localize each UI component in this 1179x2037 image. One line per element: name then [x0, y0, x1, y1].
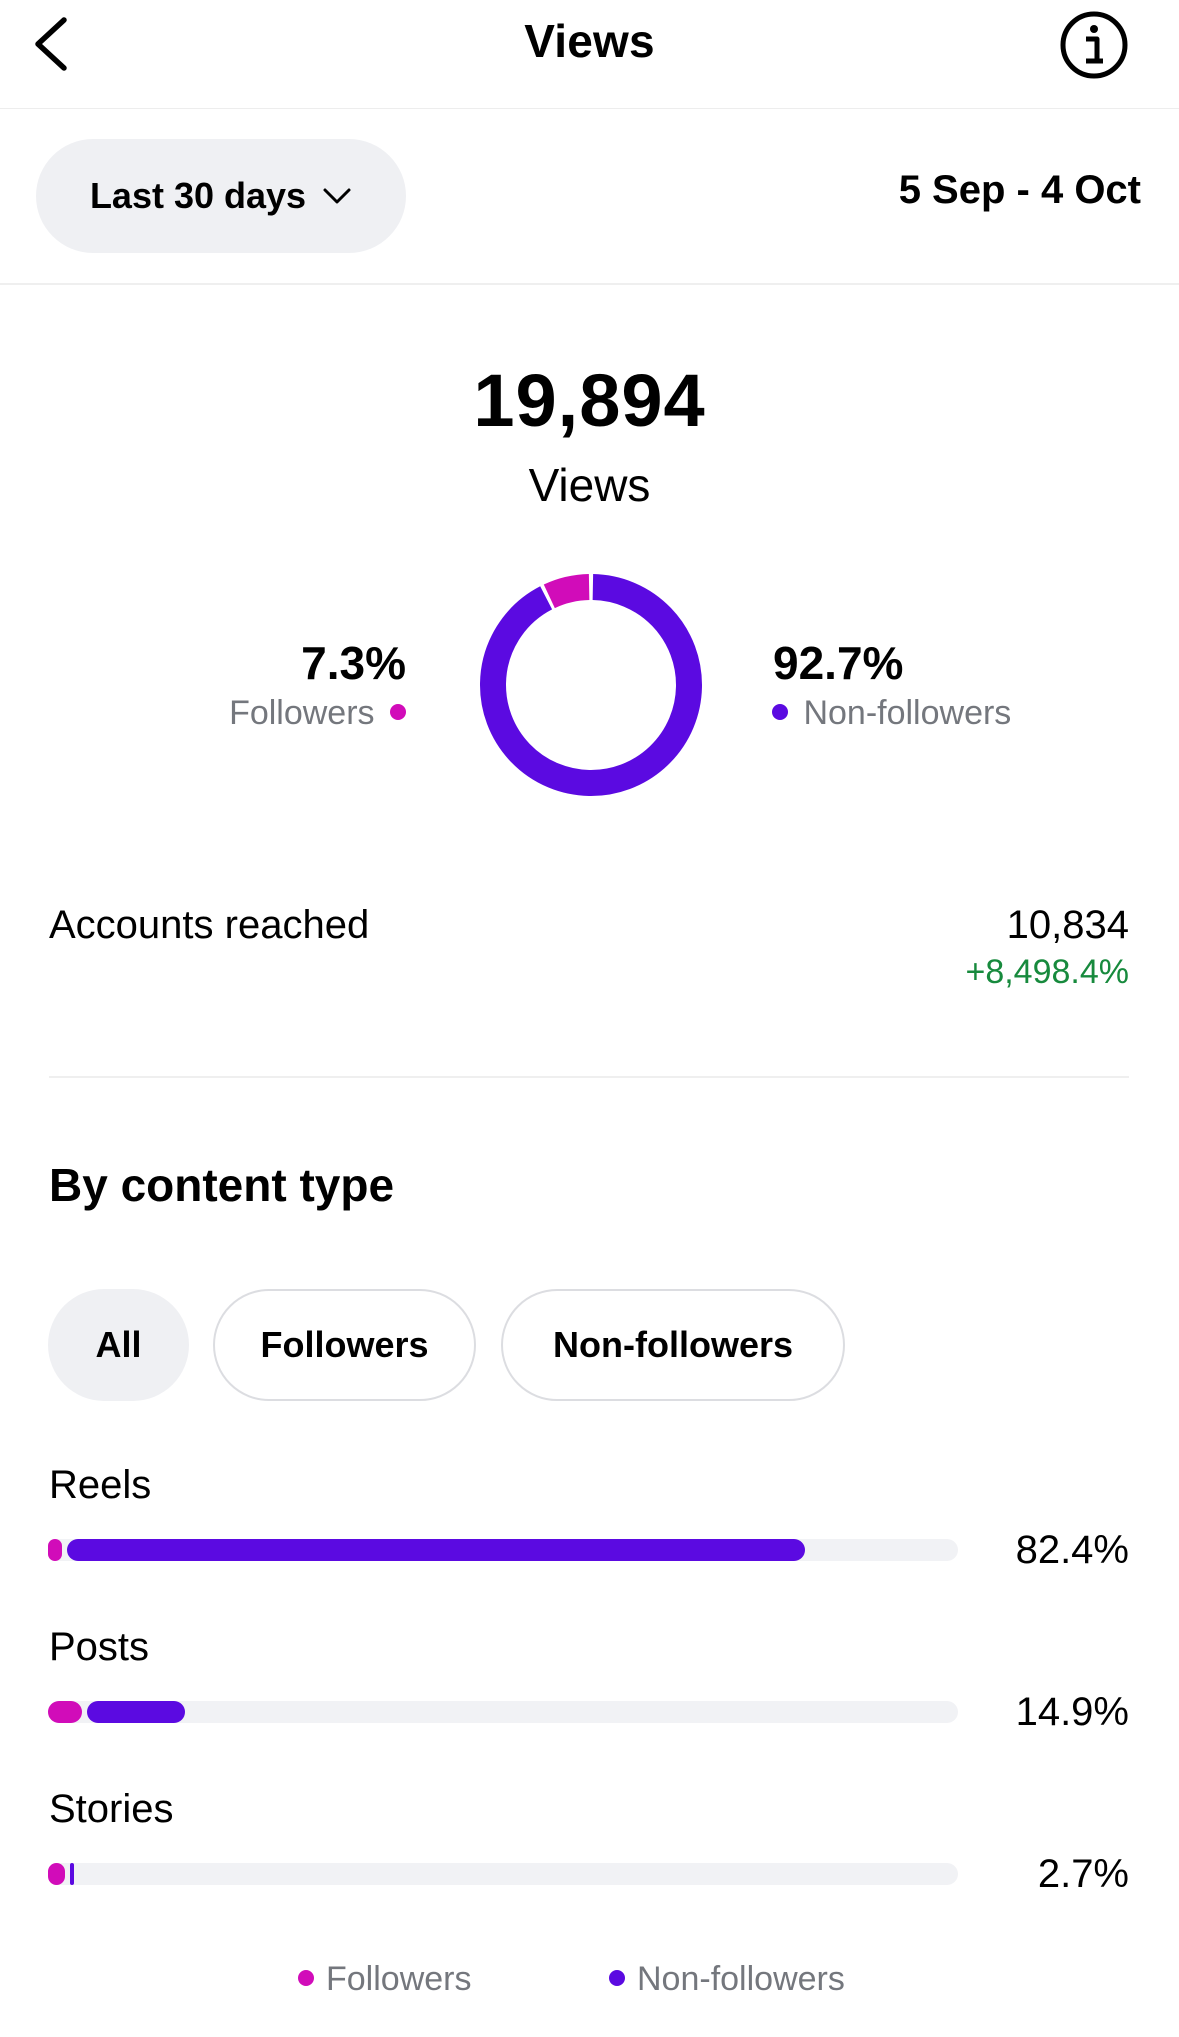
content-row-percent: 2.7%: [1037, 1852, 1129, 1896]
legend-followers: Followers: [298, 1960, 471, 1999]
legend-followers-label: Followers: [326, 1960, 472, 1998]
followers-legend-label: Followers: [229, 694, 375, 732]
followers-dot: [298, 1970, 314, 1987]
info-icon: [1060, 11, 1128, 79]
nonfollowers-legend: Non-followers: [772, 694, 1011, 733]
header: [0, 0, 1179, 109]
content-row-label: Reels: [49, 1463, 152, 1507]
filter-chip-nonfollowers[interactable]: Non-followers: [501, 1289, 845, 1401]
chevron-down-icon: [323, 188, 351, 204]
accounts-reached-label: Accounts reached: [49, 903, 370, 947]
filter-chip-followers[interactable]: Followers: [213, 1289, 476, 1401]
views-donut-chart: [480, 574, 702, 796]
followers-percent: 7.3%: [301, 637, 406, 689]
chevron-left-icon: [35, 17, 67, 71]
bar-segment-followers: [48, 1701, 82, 1723]
page-title: Views: [524, 15, 655, 67]
accounts-reached-value: 10,834: [1006, 903, 1129, 947]
nonfollowers-legend-label: Non-followers: [803, 694, 1012, 732]
back-button[interactable]: [18, 12, 82, 76]
divider: [49, 1076, 1129, 1078]
content-row-label: Posts: [49, 1625, 150, 1669]
content-row-label: Stories: [49, 1787, 174, 1831]
legend-nonfollowers: Non-followers: [609, 1960, 845, 1999]
nonfollowers-dot: [772, 704, 788, 721]
filter-chip-all[interactable]: All: [48, 1289, 189, 1401]
content-row-percent: 82.4%: [1015, 1528, 1129, 1572]
info-button[interactable]: [1058, 9, 1130, 81]
donut-slice-non-followers: [480, 574, 702, 796]
bar-segment-nonfollowers: [70, 1863, 75, 1885]
total-views-label: Views: [528, 459, 651, 511]
nonfollowers-dot: [609, 1970, 625, 1987]
bar-segment-followers: [48, 1539, 62, 1561]
bar-segment-nonfollowers: [67, 1539, 805, 1561]
bar-segment-nonfollowers: [86, 1701, 185, 1723]
date-range-text: 5 Sep - 4 Oct: [898, 168, 1141, 212]
date-range-label: Last 30 days: [89, 175, 307, 216]
date-range-dropdown[interactable]: Last 30 days: [36, 139, 406, 253]
followers-legend: Followers: [0, 694, 406, 733]
content-bar-reels: [48, 1539, 958, 1561]
content-row-percent: 14.9%: [1015, 1690, 1129, 1734]
donut-slice-followers: [480, 574, 702, 796]
followers-dot: [390, 704, 406, 721]
divider: [0, 283, 1179, 285]
legend-nonfollowers-label: Non-followers: [637, 1960, 845, 1998]
section-title: By content type: [49, 1159, 395, 1211]
bar-segment-followers: [48, 1863, 66, 1885]
content-bar-posts: [48, 1701, 958, 1723]
accounts-reached-change: +8,498.4%: [965, 953, 1129, 991]
total-views: 19,894: [473, 359, 706, 442]
nonfollowers-percent: 92.7%: [773, 637, 904, 689]
content-bar-stories: [48, 1863, 958, 1885]
